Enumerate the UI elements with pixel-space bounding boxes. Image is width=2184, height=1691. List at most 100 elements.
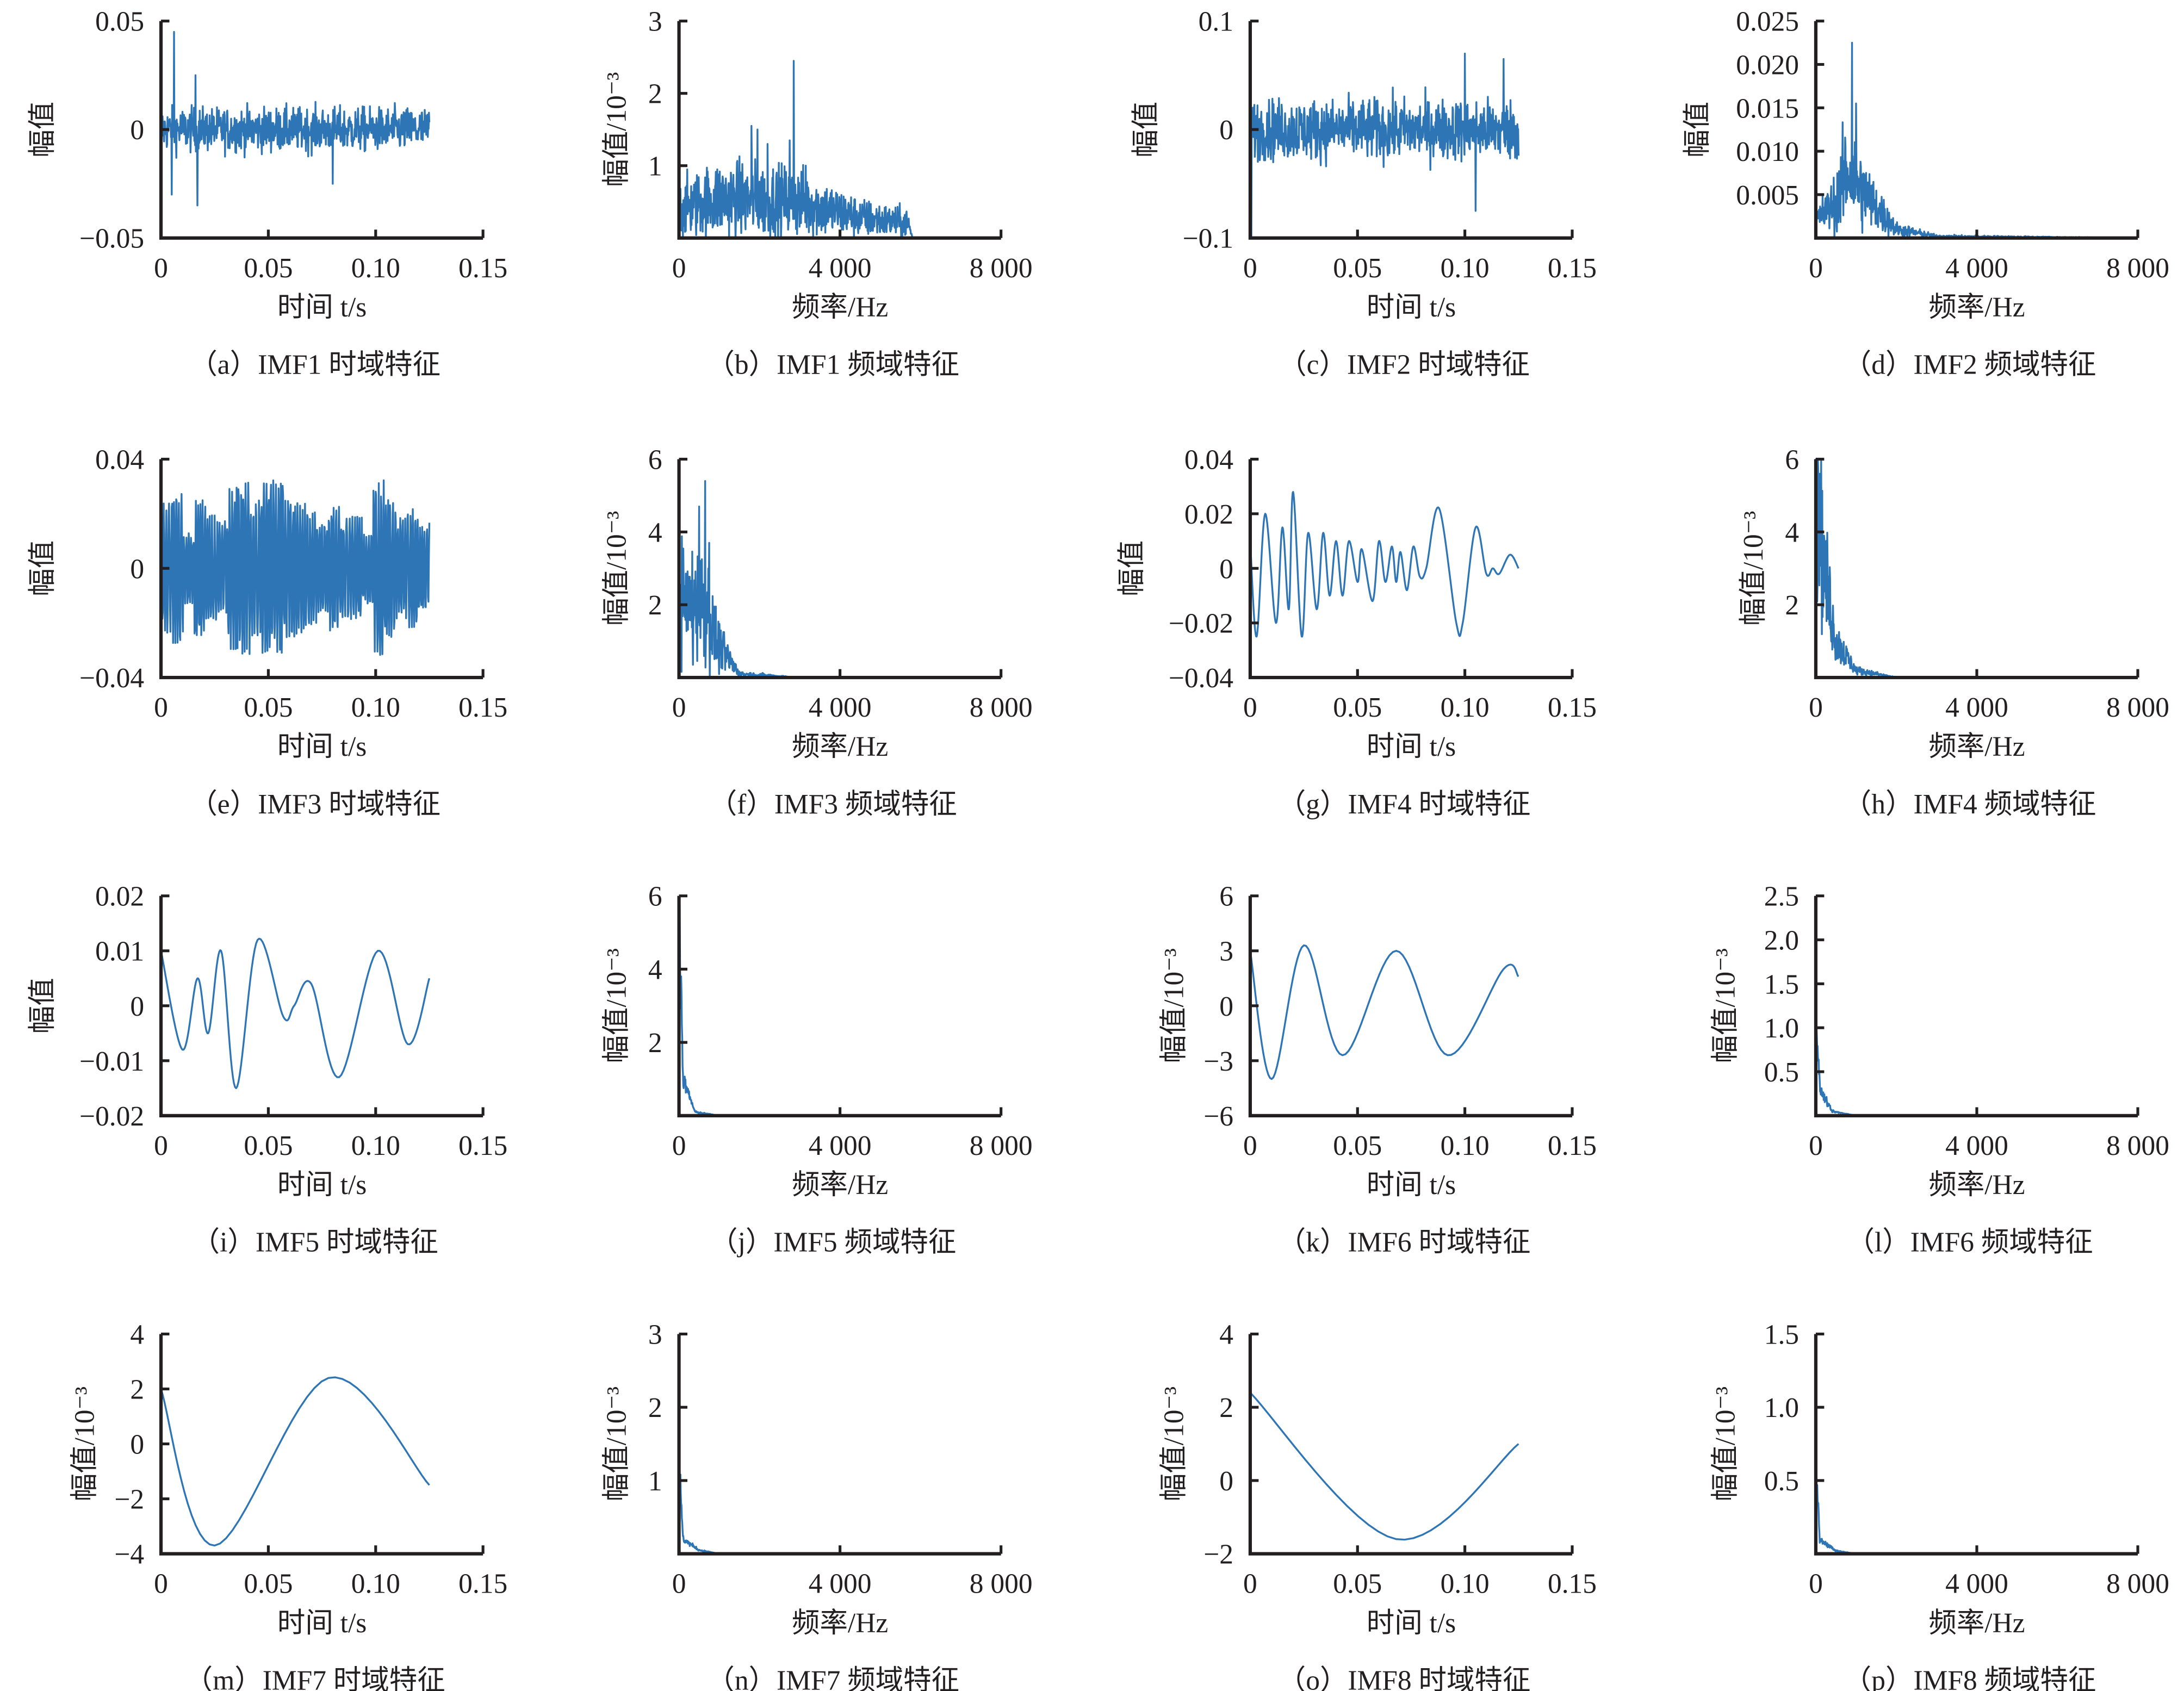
x-tick-label: 0.05 — [1333, 1569, 1382, 1600]
y-tick-label: 0 — [1219, 991, 1233, 1022]
y-tick-label: 0 — [1219, 115, 1233, 146]
subplot-caption: （k）IMF6 时域特征 — [1278, 1227, 1531, 1258]
x-tick-label: 8 000 — [970, 692, 1033, 723]
subplot-caption: （b）IMF1 频域特征 — [706, 349, 959, 380]
y-tick-label: 3 — [648, 1319, 662, 1350]
subplot-i: 0 0.05 0.10 0.15 −0.02 −0.01 0 0.01 0.02 时间 t/s 幅值… — [27, 881, 507, 1258]
x-tick-label: 0.10 — [351, 692, 400, 723]
subplot-caption: （d）IMF2 频域特征 — [1844, 349, 2096, 380]
y-tick-label: 1.5 — [1764, 969, 1799, 1000]
y-tick-label: 0 — [1219, 1466, 1233, 1497]
series-line-k — [1249, 944, 1519, 1080]
x-axis-label: 时间 t/s — [1367, 1170, 1456, 1201]
x-tick-label: 8 000 — [2106, 1569, 2169, 1600]
x-tick-label: 0.05 — [244, 1569, 293, 1600]
x-tick-label: 4 000 — [1945, 692, 2008, 723]
x-axis-label: 频率/Hz — [792, 731, 888, 762]
y-axis-label: 幅值/10⁻³ — [1710, 948, 1741, 1063]
x-tick-label: 0 — [1809, 1130, 1823, 1161]
subplot-caption: （c）IMF2 时域特征 — [1279, 349, 1530, 380]
y-tick-label: 2 — [648, 590, 662, 621]
subplot-f: 0 4 000 8 000 2 4 6 频率/Hz 幅值/10⁻³ （f）IMF3 频域特征 — [601, 444, 1033, 819]
subplot-caption: （a）IMF1 时域特征 — [189, 349, 440, 380]
y-tick-label: 2 — [648, 1392, 662, 1423]
y-tick-label: −6 — [1203, 1101, 1233, 1132]
y-tick-label: 4 — [1785, 517, 1799, 548]
x-axis-label: 频率/Hz — [792, 1170, 888, 1201]
x-axis-label: 时间 t/s — [1367, 292, 1456, 323]
y-axis-label: 幅值 — [1682, 102, 1713, 158]
subplot-j: 0 4 000 8 000 2 4 6 频率/Hz 幅值/10⁻³ （j）IMF5 频域特征 — [601, 881, 1033, 1258]
y-tick-label: −0.04 — [1169, 663, 1233, 694]
x-tick-label: 8 000 — [2106, 253, 2169, 284]
y-tick-label: 0 — [130, 115, 144, 146]
y-tick-label: 0.05 — [95, 7, 144, 38]
subplot-h: 0 4 000 8 000 2 4 6 频率/Hz 幅值/10⁻³ （h）IMF4 频域特征 — [1738, 444, 2169, 819]
y-tick-label: 2.5 — [1764, 881, 1799, 912]
y-tick-label: 0.020 — [1736, 50, 1799, 81]
x-tick-label: 0.05 — [244, 692, 293, 723]
x-tick-label: 0.05 — [1333, 692, 1382, 723]
subplot-b: 0 4 000 8 000 1 2 3 频率/Hz 幅值/10⁻³ （b）IMF1 频域特征 — [601, 7, 1033, 381]
x-axis-label: 频率/Hz — [792, 292, 888, 323]
x-axis-label: 时间 t/s — [277, 1170, 367, 1201]
x-tick-label: 8 000 — [2106, 692, 2169, 723]
y-tick-label: −0.05 — [79, 223, 144, 254]
series-line-n — [678, 1447, 1002, 1555]
y-tick-label: 6 — [648, 444, 662, 475]
x-tick-label: 0.15 — [458, 692, 507, 723]
x-tick-label: 8 000 — [2106, 1130, 2169, 1161]
x-tick-label: 4 000 — [809, 1130, 872, 1161]
y-axis-label: 幅值/10⁻³ — [69, 1387, 100, 1501]
x-axis-label: 时间 t/s — [277, 1608, 367, 1639]
x-tick-label: 0.10 — [351, 1130, 400, 1161]
subplot-caption: （j）IMF5 频域特征 — [710, 1227, 956, 1258]
subplot-a: 0 0.05 0.10 0.15 −0.05 0 0.05 时间 t/s 幅值 （a）IMF1 时… — [27, 7, 507, 381]
subplot-caption: （o）IMF8 时域特征 — [1278, 1665, 1531, 1691]
y-tick-label: 6 — [1219, 881, 1233, 912]
series-line-o — [1249, 1392, 1519, 1541]
x-tick-label: 0.15 — [1548, 1130, 1597, 1161]
y-tick-label: −0.04 — [79, 663, 144, 694]
axes-j — [677, 896, 1001, 1117]
subplot-caption: （f）IMF3 频域特征 — [709, 789, 957, 820]
x-tick-label: 4 000 — [1945, 253, 2008, 284]
y-tick-label: 2 — [1219, 1392, 1233, 1423]
y-tick-label: 0.04 — [1184, 444, 1233, 475]
y-tick-label: 0 — [1219, 554, 1233, 585]
x-tick-label: 0.10 — [1441, 692, 1490, 723]
x-tick-label: 0 — [672, 692, 686, 723]
y-tick-label: 3 — [1219, 936, 1233, 967]
y-tick-label: 4 — [648, 517, 662, 548]
x-tick-label: 0 — [154, 692, 168, 723]
subplot-caption: （n）IMF7 频域特征 — [706, 1665, 959, 1691]
y-tick-label: −2 — [1203, 1539, 1233, 1570]
subplot-d: 0 4 000 8 000 0.005 0.010 0.015 0.020 0.025 频率/H… — [1682, 7, 2169, 381]
x-tick-label: 0.05 — [1333, 253, 1382, 284]
series-line-a — [160, 30, 431, 207]
subplot-caption: （i）IMF5 时域特征 — [192, 1227, 438, 1258]
y-axis-label: 幅值 — [27, 978, 58, 1034]
y-tick-label: 4 — [130, 1319, 144, 1350]
subplot-caption: （h）IMF4 频域特征 — [1844, 789, 2096, 820]
x-tick-label: 0 — [1243, 1130, 1257, 1161]
y-tick-label: 0.04 — [95, 444, 144, 475]
series-line-d — [1815, 41, 2139, 239]
y-tick-label: 6 — [1785, 444, 1799, 475]
x-tick-label: 0 — [154, 253, 168, 284]
x-tick-label: 0.15 — [1548, 1569, 1597, 1600]
axes-g — [1248, 459, 1573, 680]
y-tick-label: 2.0 — [1764, 925, 1799, 956]
x-tick-label: 4 000 — [1945, 1130, 2008, 1161]
x-tick-label: 0.10 — [351, 253, 400, 284]
x-tick-label: 0.05 — [1333, 1130, 1382, 1161]
x-tick-label: 4 000 — [809, 1569, 872, 1600]
y-tick-label: 6 — [648, 881, 662, 912]
x-tick-label: 0 — [154, 1130, 168, 1161]
y-tick-label: 0.005 — [1736, 180, 1799, 211]
x-tick-label: 0.10 — [1441, 253, 1490, 284]
subplot-g: 0 0.05 0.10 0.15 −0.04 −0.02 0 0.02 0.04 时间 t/s 幅值… — [1116, 444, 1597, 819]
series-line-p — [1815, 1440, 2139, 1555]
y-axis-label: 幅值/10⁻³ — [1158, 1387, 1189, 1501]
